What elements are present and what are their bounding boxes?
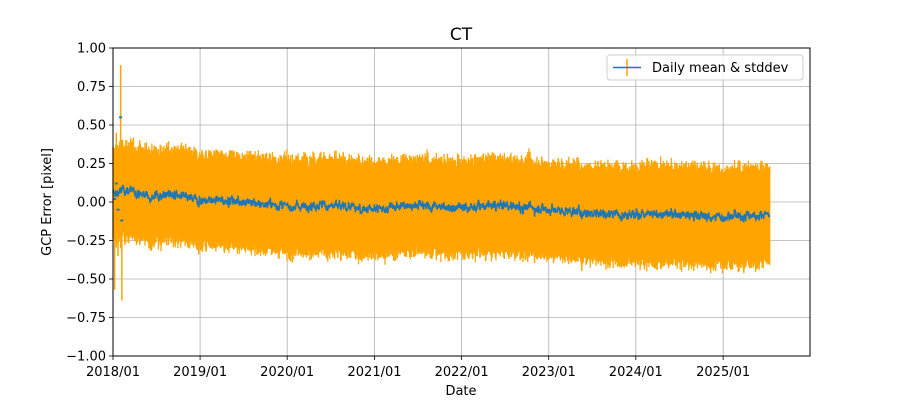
y-tick-label: 0.75 — [77, 80, 106, 95]
x-tick-label: 2018/01 — [86, 365, 140, 380]
y-ticks: −1.00 −0.75 −0.50 −0.25 0.00 0.25 0.50 0.75 1.00 — [66, 42, 113, 365]
y-tick-label: 0.00 — [77, 196, 106, 211]
legend-label: Daily mean & stddev — [652, 61, 789, 76]
y-tick-label: 1.00 — [77, 42, 106, 57]
x-tick-label: 2023/01 — [522, 365, 576, 380]
mean-line — [112, 116, 771, 223]
y-tick-label: 0.50 — [77, 119, 106, 134]
x-tick-label: 2025/01 — [696, 365, 750, 380]
x-tick-label: 2021/01 — [348, 365, 402, 380]
chart-title: CT — [450, 25, 473, 45]
y-tick-label: 0.25 — [77, 157, 106, 172]
x-ticks: 2018/01 2019/01 2020/01 2021/01 2022/01 2023/… — [86, 356, 750, 380]
legend: Daily mean & stddev — [606, 54, 804, 81]
x-tick-label: 2019/01 — [173, 365, 227, 380]
x-tick-label: 2020/01 — [260, 365, 314, 380]
y-tick-label: −0.75 — [66, 311, 106, 326]
x-tick-label: 2024/01 — [609, 365, 663, 380]
legend-box — [606, 54, 804, 81]
x-tick-label: 2022/01 — [435, 365, 489, 380]
x-axis-label: Date — [445, 384, 476, 399]
y-tick-label: −0.50 — [66, 273, 106, 288]
y-tick-label: −0.25 — [66, 234, 106, 249]
y-axis-label: GCP Error [pixel] — [40, 148, 55, 256]
mean-series-line — [112, 184, 771, 223]
y-tick-label: −1.00 — [66, 350, 106, 365]
